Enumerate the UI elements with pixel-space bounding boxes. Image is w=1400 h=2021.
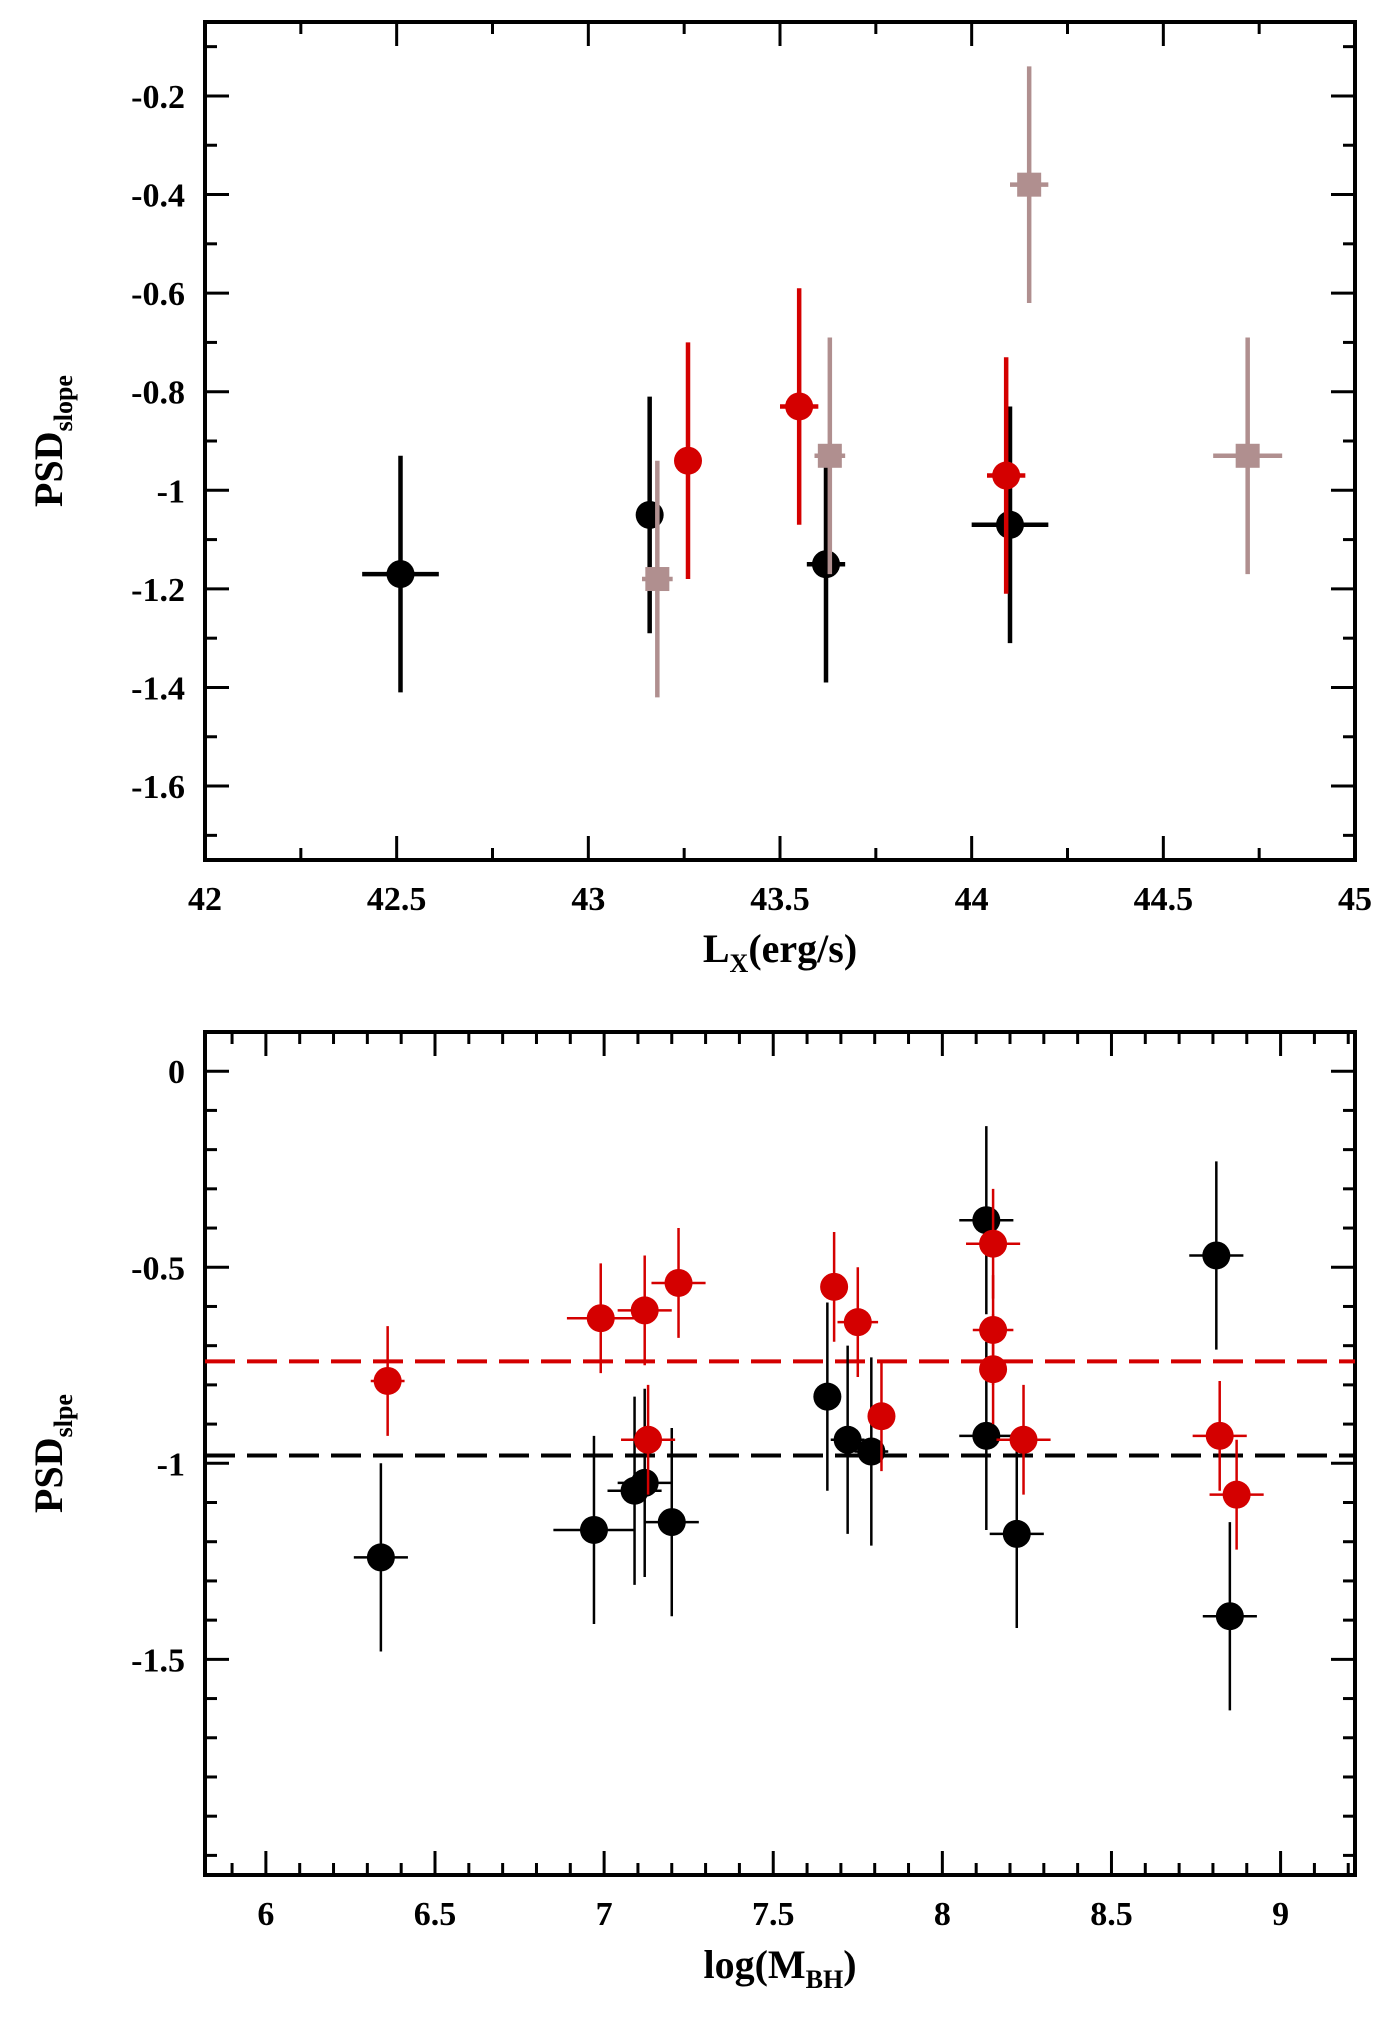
- top-grey-square-point: [1235, 443, 1260, 468]
- top-x-axis-title-main: L: [703, 926, 730, 971]
- bottom-y-tick-label: -0.5: [131, 1250, 185, 1287]
- bottom-red-circle-point: [843, 1308, 872, 1337]
- top-x-tick-label: 43.5: [750, 881, 810, 918]
- bottom-black-circle-point: [1215, 1602, 1244, 1631]
- top-y-tick-label: -0.4: [131, 178, 185, 215]
- bottom-red-circle-point: [634, 1425, 663, 1454]
- bottom-x-tick-label: 7: [596, 1896, 613, 1933]
- top-black-circle-point: [996, 510, 1024, 539]
- bottom-black-circle-point: [972, 1206, 1001, 1235]
- top-y-axis-title-sub: slope: [49, 375, 78, 431]
- bottom-y-axis-title: PSDslpe: [26, 1394, 78, 1513]
- bottom-red-circle-point: [867, 1402, 896, 1431]
- bottom-red-circle-point: [586, 1304, 615, 1333]
- bottom-black-circle-point: [579, 1515, 608, 1544]
- top-y-tick-label: -0.8: [131, 375, 185, 412]
- bottom-x-tick-label: 8.5: [1090, 1896, 1133, 1933]
- bottom-panel-mbh: 6 6.5 7 7.5 8 8.5 9 -1.5 -1 -0.5 0 log(MBH) PSDslpe: [26, 1030, 1357, 1994]
- bottom-black-circle-point: [972, 1421, 1001, 1450]
- bottom-red-circle-point: [1205, 1421, 1234, 1450]
- top-y-tick-label: -1: [157, 473, 185, 510]
- bottom-y-tick-label: 0: [168, 1054, 185, 1091]
- bottom-black-circle-point: [813, 1382, 842, 1411]
- top-x-axis-title: LX(erg/s): [703, 926, 857, 978]
- top-red-circle-point: [785, 392, 814, 421]
- top-y-tick-label: -1.6: [131, 769, 185, 806]
- bottom-x-tick-label: 9: [1272, 1896, 1289, 1933]
- top-y-tick-label: -1.2: [131, 572, 185, 609]
- bottom-x-tick-label: 6.5: [414, 1896, 457, 1933]
- bottom-black-circle-point: [857, 1437, 886, 1466]
- top-x-tick-label: 44.5: [1134, 881, 1194, 918]
- bottom-black-circle-point: [657, 1508, 686, 1537]
- top-black-circle-point: [386, 560, 415, 589]
- bottom-x-axis-title-rest: ): [843, 1942, 856, 1987]
- top-red-circle-point: [992, 461, 1021, 490]
- top-x-axis-title-rest: (erg/s): [748, 926, 857, 971]
- top-grey-square-point: [817, 443, 842, 468]
- top-panel-lx: 42 42.5 43 43.5 44 44.5 45 -1.6 -1.4 -1.2 -1 -0.8 -0…: [26, 20, 1372, 978]
- bottom-x-axis-title-sub: BH: [806, 1965, 844, 1994]
- bottom-red-circle-point: [373, 1366, 402, 1395]
- top-black-circle-point: [812, 550, 840, 579]
- bottom-red-circle-point: [979, 1355, 1008, 1384]
- top-x-tick-label: 45: [1338, 881, 1372, 918]
- bottom-red-circle-point: [664, 1268, 693, 1297]
- bottom-black-circle-point: [630, 1468, 659, 1497]
- bottom-x-axis-title: log(MBH): [703, 1942, 856, 1994]
- top-y-tick-label: -0.2: [131, 79, 185, 116]
- bottom-x-tick-label: 6: [257, 1896, 274, 1933]
- bottom-y-tick-label: -1: [157, 1446, 185, 1483]
- bottom-y-tick-label: -1.5: [131, 1642, 185, 1679]
- top-red-circle-point: [674, 446, 702, 475]
- bottom-black-circle-point: [833, 1425, 862, 1454]
- top-y-tick-label: -0.6: [131, 276, 185, 313]
- bottom-black-circle-point: [366, 1543, 395, 1572]
- top-grey-square-point: [1017, 172, 1042, 197]
- top-y-tick-label: -1.4: [131, 670, 185, 707]
- top-y-axis-title-main: PSD: [26, 431, 71, 507]
- top-grey-square-point: [645, 567, 670, 592]
- bottom-red-circle-point: [630, 1296, 659, 1325]
- top-x-tick-label: 42.5: [367, 881, 427, 918]
- bottom-red-circle-point: [820, 1272, 849, 1301]
- top-x-tick-label: 42: [188, 881, 222, 918]
- top-y-axis-title: PSDslope: [26, 375, 78, 507]
- bottom-black-circle-point: [1202, 1241, 1231, 1270]
- bottom-y-axis-title-sub: slpe: [49, 1394, 78, 1437]
- top-x-tick-label: 44: [955, 881, 989, 918]
- bottom-red-circle-point: [1009, 1425, 1038, 1454]
- bottom-red-circle-point: [1222, 1480, 1251, 1509]
- bottom-red-circle-point: [979, 1229, 1008, 1258]
- bottom-x-axis-title-main: log(M: [703, 1942, 805, 1987]
- top-x-axis-title-sub: X: [730, 949, 749, 978]
- bottom-black-circle-point: [1002, 1519, 1031, 1548]
- top-x-tick-label: 43: [571, 881, 605, 918]
- bottom-x-tick-label: 7.5: [752, 1896, 795, 1933]
- top-plot-frame: [203, 20, 1357, 862]
- bottom-y-axis-title-main: PSD: [26, 1437, 71, 1513]
- bottom-x-tick-label: 8: [934, 1896, 951, 1933]
